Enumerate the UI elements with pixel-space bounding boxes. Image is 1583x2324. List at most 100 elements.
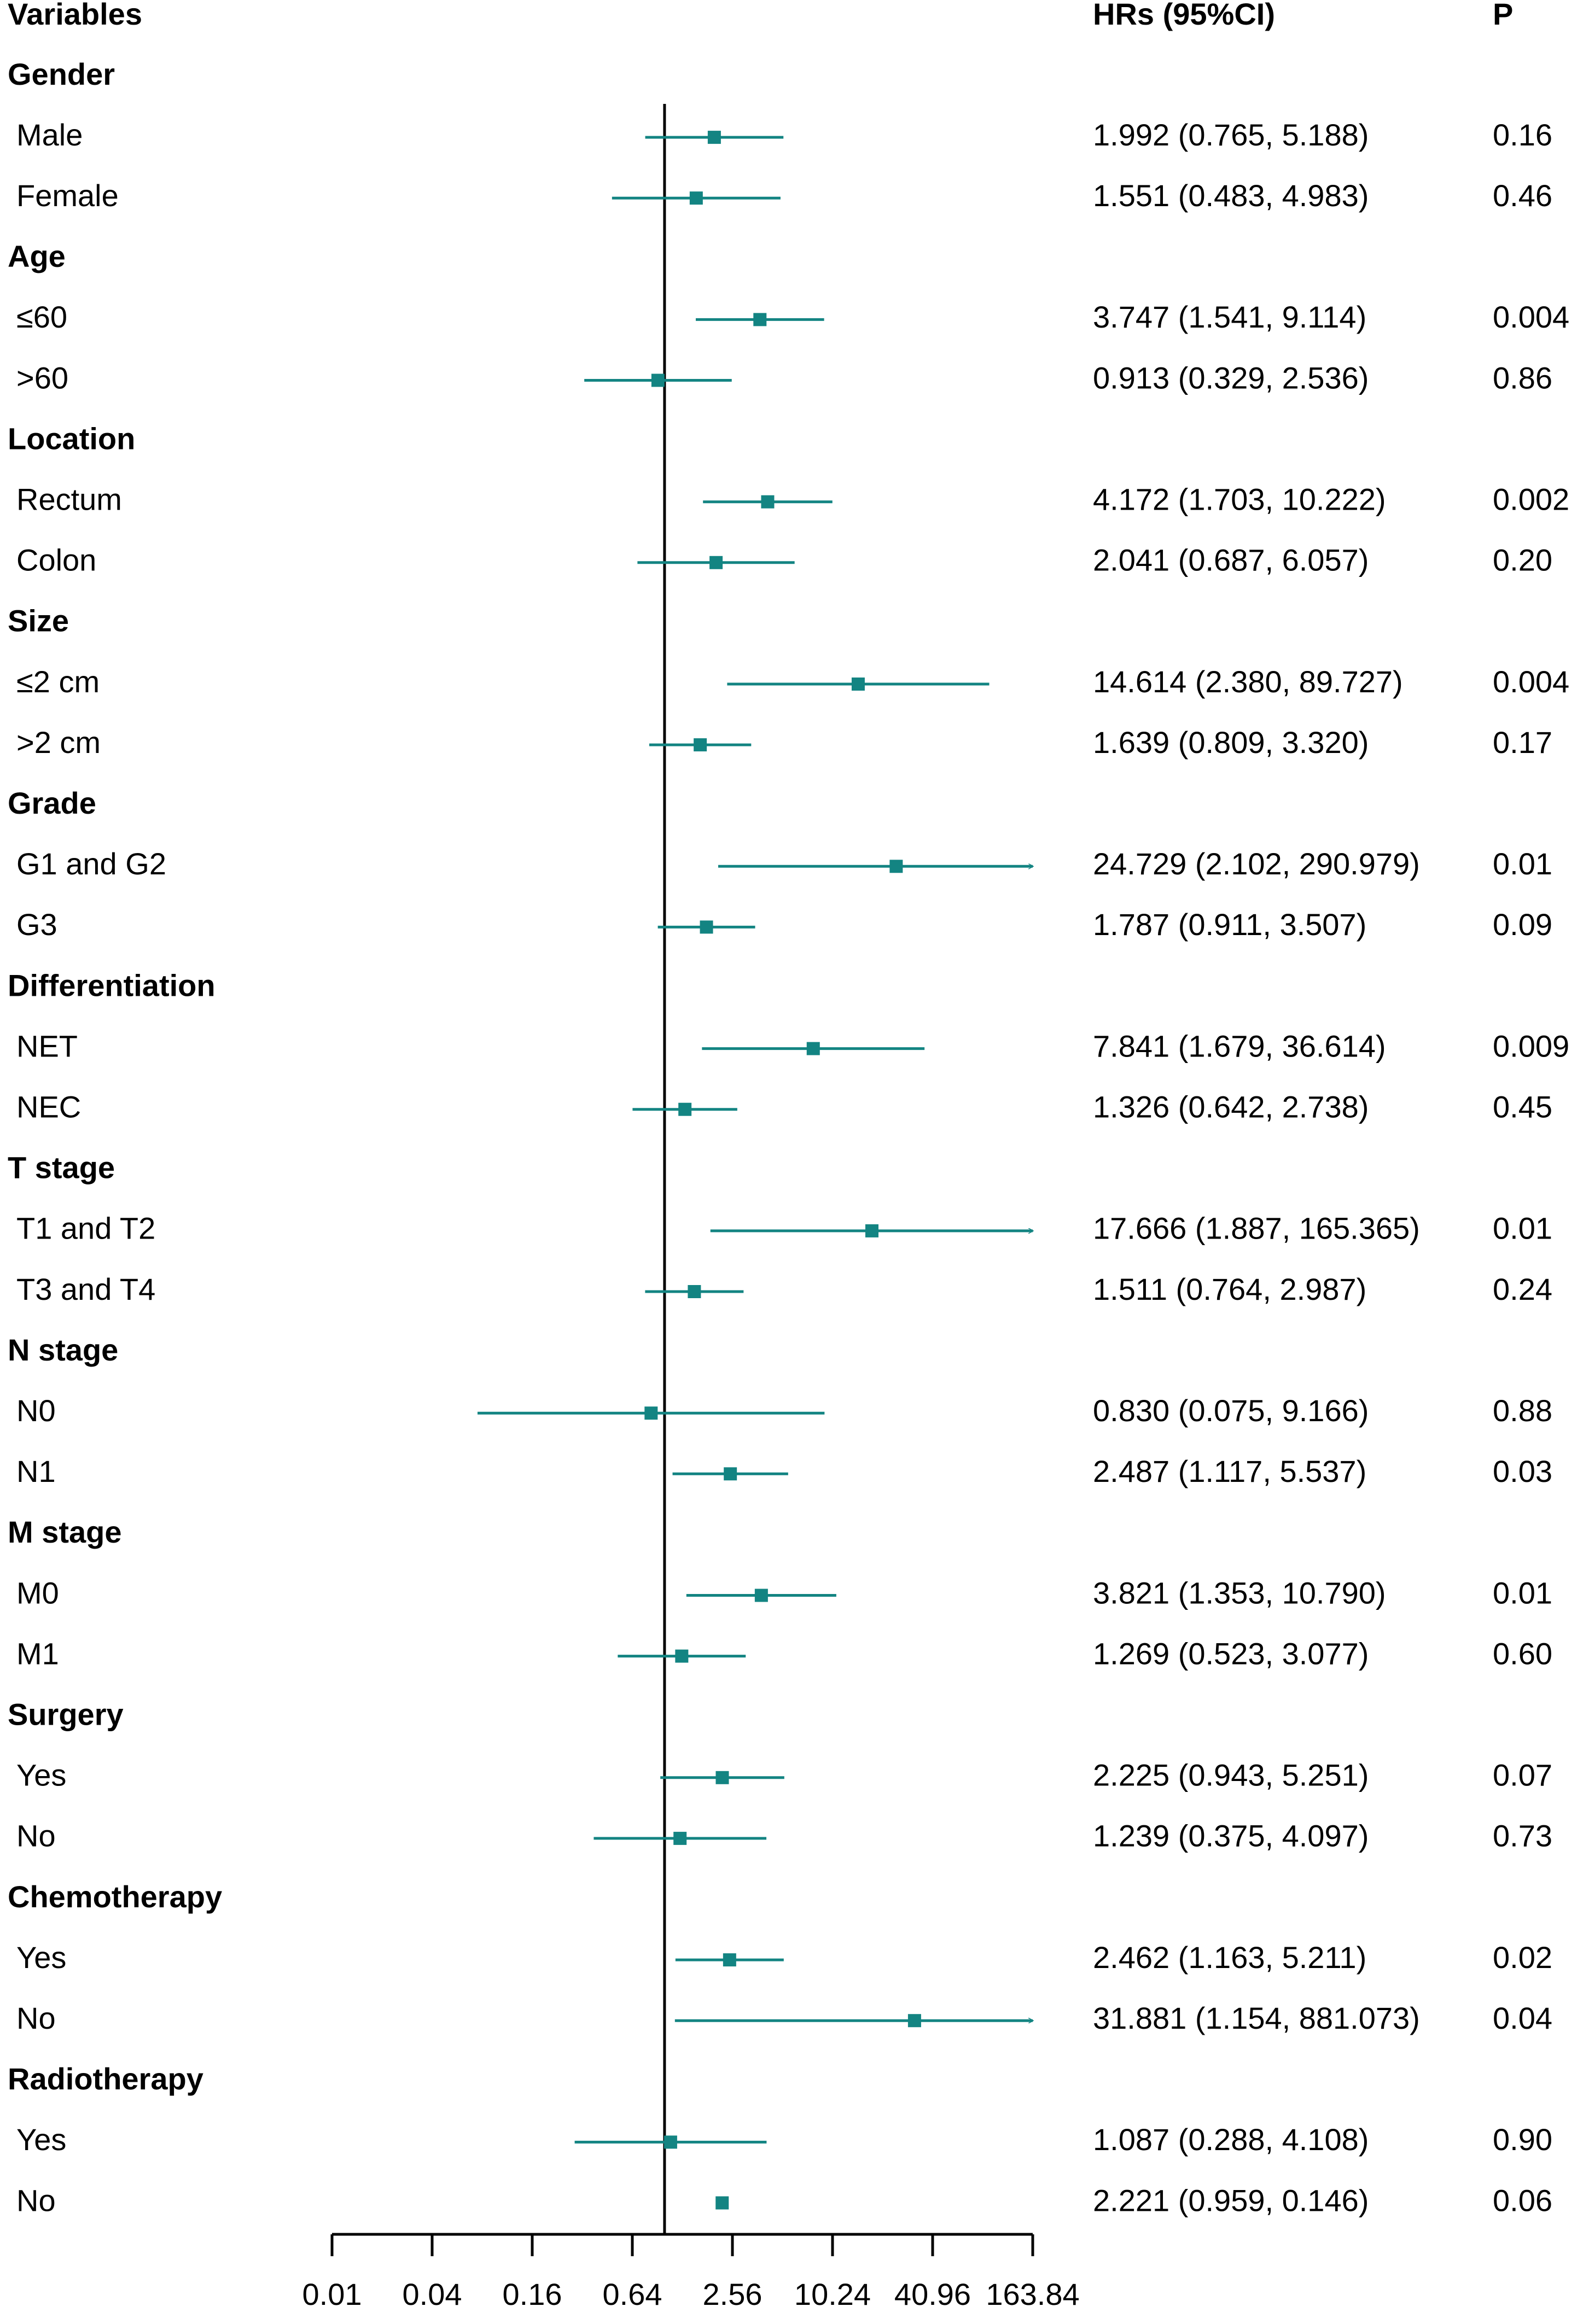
header-variables: Variables [8,0,142,31]
x-tick-label: 0.64 [603,2277,662,2311]
header-p: P [1493,0,1513,31]
p-value: 0.17 [1493,725,1552,760]
hr-point [851,678,865,691]
p-value: 0.002 [1493,482,1569,516]
p-value: 0.07 [1493,1758,1552,1792]
row-label: N1 [16,1454,56,1488]
hr-label: 0.913 (0.329, 2.536) [1093,360,1369,395]
row-label: Colon [16,543,96,577]
p-value: 0.73 [1493,1819,1552,1853]
group-label: N stage [8,1333,118,1367]
x-tick-label: 0.16 [503,2277,562,2311]
row-label: No [16,2183,56,2217]
p-value: 0.20 [1493,543,1552,577]
p-value: 0.24 [1493,1272,1552,1306]
hr-point [754,1589,768,1602]
p-value: 0.88 [1493,1393,1552,1428]
x-tick-label: 2.56 [703,2277,763,2311]
group-label: Differentiation [8,968,216,1002]
p-value: 0.90 [1493,2122,1552,2157]
header-estimate: HRs (95%CI) [1093,0,1275,31]
hr-label: 2.487 (1.117, 5.537) [1093,1454,1366,1488]
hr-label: 1.269 (0.523, 3.077) [1093,1636,1369,1671]
hr-label: 1.787 (0.911, 3.507) [1093,907,1366,942]
group-label: Grade [8,786,96,820]
hr-label: 1.551 (0.483, 4.983) [1093,178,1369,213]
hr-label: 1.087 (0.288, 4.108) [1093,2122,1369,2157]
hr-label: 1.992 (0.765, 5.188) [1093,118,1369,152]
p-value: 0.03 [1493,1454,1552,1488]
group-label: Age [8,239,66,273]
hr-label: 17.666 (1.887, 165.365) [1093,1211,1420,1246]
hr-label: 7.841 (1.679, 36.614) [1093,1029,1386,1063]
hr-point [664,2135,677,2149]
group-label: Surgery [8,1697,124,1731]
row-label: G3 [16,907,57,942]
hr-point [715,2196,729,2210]
x-tick-label: 163.84 [986,2277,1079,2311]
p-value: 0.06 [1493,2183,1552,2217]
row-label: >2 cm [16,725,101,760]
row-label: G1 and G2 [16,846,166,881]
p-value: 0.01 [1493,1575,1552,1610]
hr-point [678,1102,692,1116]
x-tick-label: 0.04 [403,2277,462,2311]
hr-point [707,131,721,144]
hr-label: 1.511 (0.764, 2.987) [1093,1272,1366,1306]
hr-point [694,738,707,752]
row-label: No [16,1819,56,1853]
row-label: M1 [16,1636,59,1671]
x-tick-label: 10.24 [794,2277,871,2311]
p-value: 0.01 [1493,1211,1552,1246]
x-tick-label: 40.96 [894,2277,971,2311]
hr-label: 14.614 (2.380, 89.727) [1093,664,1403,699]
p-value: 0.86 [1493,360,1552,395]
hr-label: 2.221 (0.959, 0.146) [1093,2183,1369,2217]
x-tick-label: 0.01 [302,2277,362,2311]
hr-point [709,556,723,569]
row-label: ≤60 [16,300,67,334]
hr-point [700,920,713,934]
hr-label: 3.747 (1.541, 9.114) [1093,300,1366,334]
hr-point [675,1649,689,1663]
group-label: Gender [8,57,115,91]
p-value: 0.16 [1493,118,1552,152]
hr-label: 1.326 (0.642, 2.738) [1093,1089,1369,1124]
hr-label: 2.041 (0.687, 6.057) [1093,543,1369,577]
hr-point [761,495,775,509]
group-label: Location [8,421,135,456]
hr-point [689,191,703,205]
hr-point [865,1224,878,1237]
hr-point [644,1406,658,1420]
row-label: >60 [16,360,68,395]
group-label: T stage [8,1151,115,1185]
group-label: Size [8,604,69,638]
hr-point [715,1771,729,1784]
hr-label: 0.830 (0.075, 9.166) [1093,1393,1369,1428]
row-label: Male [16,118,83,152]
p-value: 0.46 [1493,178,1552,213]
hr-point [907,2014,921,2028]
hr-label: 4.172 (1.703, 10.222) [1093,482,1386,516]
p-value: 0.02 [1493,1940,1552,1975]
row-label: ≤2 cm [16,664,100,699]
hr-label: 2.225 (0.943, 5.251) [1093,1758,1369,1792]
group-label: Chemotherapy [8,1879,222,1914]
hr-point [724,1467,737,1481]
row-label: Female [16,178,119,213]
hr-point [723,1953,736,1967]
row-label: T1 and T2 [16,1211,155,1246]
row-label: Rectum [16,482,122,516]
hr-point [889,860,903,873]
p-value: 0.01 [1493,846,1552,881]
row-label: NEC [16,1089,81,1124]
hr-label: 2.462 (1.163, 5.211) [1093,1940,1366,1975]
row-label: No [16,2001,56,2035]
hr-point [688,1285,701,1298]
hr-label: 1.239 (0.375, 4.097) [1093,1819,1369,1853]
hr-point [673,1831,687,1845]
p-value: 0.09 [1493,907,1552,942]
p-value: 0.009 [1493,1029,1569,1063]
p-value: 0.04 [1493,2001,1552,2035]
